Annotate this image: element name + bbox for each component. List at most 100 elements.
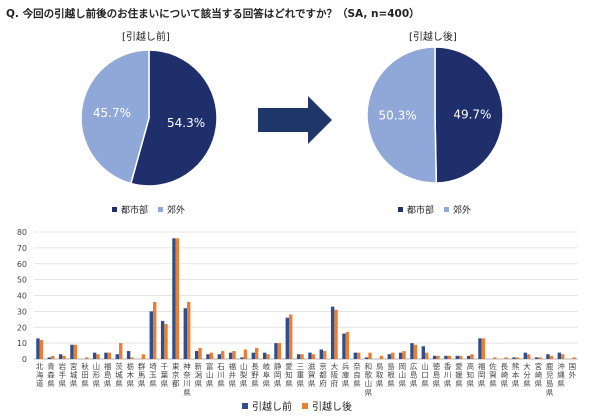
x-tick-label-char: 徳 xyxy=(433,361,441,371)
bar-before xyxy=(70,344,74,359)
bar-after xyxy=(561,354,565,359)
x-tick-label-char: 三 xyxy=(297,362,305,371)
bar-before xyxy=(308,352,312,359)
x-tick-label-char: 宮 xyxy=(535,361,543,371)
bar-after xyxy=(549,355,554,359)
x-tick-label-char: 県 xyxy=(70,379,78,388)
x-tick-label-char: 県 xyxy=(535,379,543,388)
x-tick-label-char: 神 xyxy=(183,361,191,371)
x-tick-label-char: 岐 xyxy=(263,361,271,371)
bar-after xyxy=(96,354,100,359)
x-tick-label-char: 島 xyxy=(104,370,112,380)
x-tick-label-char: 山 xyxy=(365,378,373,388)
legend-swatch-urban xyxy=(112,207,117,212)
x-tick-label-char: 県 xyxy=(342,379,350,388)
pie-slice-label: 45.7% xyxy=(93,106,131,120)
bar-after xyxy=(334,309,338,359)
bar-before xyxy=(206,354,210,359)
x-tick-label-char: 都 xyxy=(172,379,180,388)
x-tick-label-char: 県 xyxy=(444,379,452,388)
bar-after xyxy=(73,344,78,359)
x-tick-label-char: 県 xyxy=(387,379,395,388)
bar-before xyxy=(523,352,527,359)
bar-after xyxy=(187,301,191,359)
x-tick-label-char: 県 xyxy=(115,379,123,388)
x-tick-label-char: 県 xyxy=(285,379,293,388)
y-tick-label: 80 xyxy=(17,228,27,237)
bar-before xyxy=(217,354,221,359)
bar-after xyxy=(436,355,440,359)
x-tick-label-char: 高 xyxy=(467,361,475,371)
x-tick-label-char: 森 xyxy=(47,370,55,380)
bar-before xyxy=(183,308,187,359)
x-tick-label-char: 県 xyxy=(433,379,441,388)
pie-slice-urban xyxy=(129,49,218,187)
x-tick-label-char: 梨 xyxy=(240,371,248,380)
bar-after xyxy=(515,357,520,359)
bar-before xyxy=(262,352,267,359)
bar-before xyxy=(194,351,199,359)
x-tick-label-char: 県 xyxy=(138,379,146,388)
x-tick-label-char: 県 xyxy=(308,379,316,388)
x-tick-label-char: 岩 xyxy=(59,361,67,371)
x-tick-label-char: 長 xyxy=(251,362,259,371)
x-tick-label-char: 県 xyxy=(127,379,135,388)
bar-after xyxy=(379,355,384,359)
x-tick-label-char: 福 xyxy=(229,362,237,371)
x-tick-label-char: 県 xyxy=(240,379,248,388)
x-tick-label-char: 県 xyxy=(47,379,55,388)
x-tick-label-char: 奈 xyxy=(183,370,191,380)
x-tick-label-char: 県 xyxy=(81,379,89,388)
x-tick-label-char: 北 xyxy=(36,362,44,371)
x-tick-label-char: 県 xyxy=(546,388,554,397)
x-tick-label-char: 岡 xyxy=(478,371,486,380)
bar-after xyxy=(141,354,146,359)
x-tick-label-char: 青 xyxy=(47,361,55,371)
bar-before xyxy=(466,355,471,359)
y-tick-label: 0 xyxy=(22,355,27,364)
x-tick-label-char: 県 xyxy=(365,388,373,397)
x-tick-label-char: 県 xyxy=(251,379,259,388)
bar-before xyxy=(444,355,448,359)
bar-before xyxy=(285,317,289,359)
x-tick-label-char: 島 xyxy=(387,361,395,371)
x-tick-label-char: 府 xyxy=(331,378,339,388)
bar-after xyxy=(119,343,123,359)
x-tick-label-char: 福 xyxy=(478,362,486,371)
x-tick-label-char: 県 xyxy=(557,379,565,388)
y-tick-label: 10 xyxy=(17,339,27,348)
x-tick-label-char: 県 xyxy=(263,379,271,388)
x-tick-label-char: 城 xyxy=(70,371,78,380)
bar-after xyxy=(130,357,134,359)
y-tick-label: 40 xyxy=(17,292,27,301)
x-tick-label-char: 県 xyxy=(217,379,225,388)
x-tick-label-char: 賀 xyxy=(489,370,497,380)
x-tick-label-char: 県 xyxy=(501,379,509,388)
x-tick-label-char: 福 xyxy=(104,362,112,371)
x-tick-label-char: 川 xyxy=(217,371,225,380)
x-tick-label-char: 葉 xyxy=(161,370,169,380)
x-tick-label-char: 東 xyxy=(172,361,180,371)
bar-after xyxy=(175,238,180,359)
bar-after xyxy=(62,355,66,359)
bar-after xyxy=(572,357,576,359)
bar-after xyxy=(51,355,55,359)
x-tick-label-char: 静 xyxy=(274,361,282,371)
bar-before xyxy=(240,357,244,359)
x-tick-label-char: 群 xyxy=(138,361,146,371)
bar-after xyxy=(255,347,259,359)
x-tick-label-char: 田 xyxy=(81,371,89,380)
x-tick-label-char: 県 xyxy=(183,388,191,397)
bar-before xyxy=(330,306,335,359)
bar-after xyxy=(357,352,361,359)
x-tick-label-char: 島 xyxy=(433,370,441,380)
x-tick-label-char: 外 xyxy=(569,370,577,380)
pie-slice-label: 49.7% xyxy=(453,108,491,122)
legend-label-urban: 都市部 xyxy=(407,206,435,216)
x-tick-label-char: 都 xyxy=(319,371,327,380)
x-tick-label-char: 石 xyxy=(217,362,225,371)
bar-after xyxy=(345,332,350,359)
bar-before xyxy=(432,355,437,359)
x-tick-label-char: 県 xyxy=(399,379,407,388)
x-tick-label-char: 山 xyxy=(421,361,429,371)
